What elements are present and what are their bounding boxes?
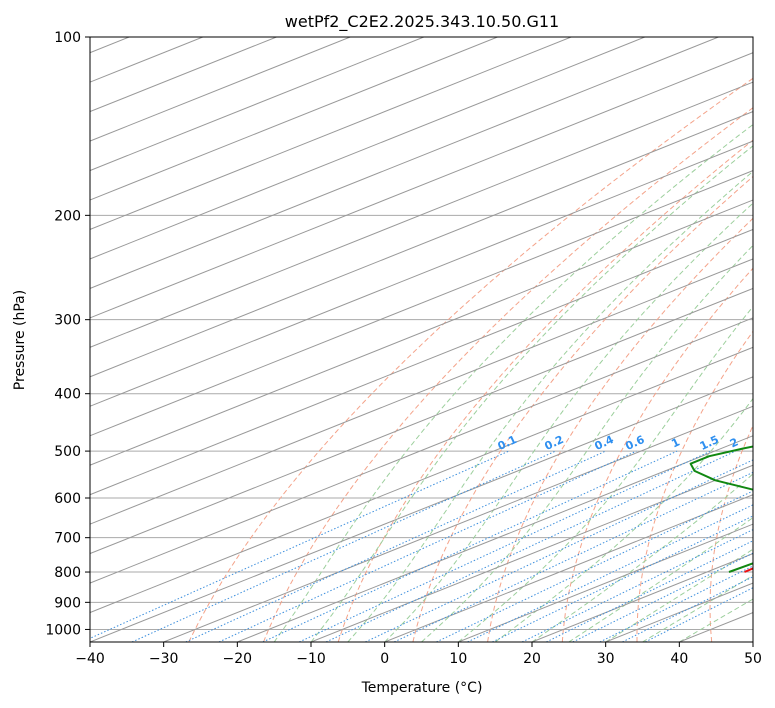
plot-area: 0.10.20.40.611.52346810131620253036-100-… [90,37,775,642]
y-tick-label: 100 [54,30,81,46]
isotherm-line [90,169,753,437]
isotherm-line [458,523,753,642]
isotherm-line [90,37,204,83]
y-tick-label: 500 [54,444,81,460]
mixing-ratio-line [393,471,753,642]
y-tick-label: 1000 [45,622,81,638]
dry-adiabat-line [636,330,753,642]
mixing-ratio-label: 0.1 [496,433,519,453]
isotherm-line [90,37,425,172]
mixing-ratio-line [521,529,753,642]
y-tick-label: 200 [54,208,81,224]
plot-frame [89,36,754,643]
mixing-ratio-line [546,540,753,642]
mixing-ratio-label: 0.2 [543,433,566,453]
mixing-ratio-label: 0.4 [593,433,616,453]
moist-adiabat-line [679,598,753,642]
isotherm-line [237,435,753,642]
dry-adiabat-line [487,217,753,642]
x-tick-label: −20 [223,651,253,667]
mixing-ratio-label: 3 [764,435,775,450]
x-tick-label: 40 [670,651,688,667]
dry-adiabat-line [412,175,753,642]
y-tick-label: 900 [54,595,81,611]
isotherm-line [90,37,498,201]
isotherm-line [90,258,753,525]
x-axis-label: Temperature (°C) [361,680,483,696]
dry-adiabat-line [337,139,753,642]
isotherm-line [310,464,753,642]
isotherm-line [90,228,753,496]
mixing-ratio-line [572,552,753,642]
x-tick-label: 50 [744,651,762,667]
isotherm-line [90,287,753,555]
dry-adiabat-line [561,267,753,642]
isotherm-line [90,37,572,231]
mixing-ratio-line [492,515,753,642]
y-tick-label: 300 [54,313,81,329]
x-tick-label: −40 [75,651,105,667]
mixing-ratio-label: 1 [669,435,681,450]
mixing-ratio-line [262,450,678,642]
axes: −40 −30 −20 −10 0 10 20 30 40 50 100 200 300 400 500 60… [45,30,762,667]
isotherm-line [90,37,719,289]
isotherm-line [90,376,753,642]
isotherm-line [384,494,753,642]
isotherm-line [90,199,753,466]
moist-adiabat-line [421,244,753,642]
mixing-ratio-line [90,450,510,639]
isotherm-line [90,81,753,348]
y-tick-label: 700 [54,531,81,547]
moist-adiabat-line [531,473,753,642]
mixing-ratio-line [365,459,753,642]
y-tick-label: 600 [54,491,81,507]
y-tick-label: 800 [54,565,81,581]
x-tick-label: −30 [149,651,179,667]
isotherm-line [90,37,646,260]
moist-adiabat-line [347,170,753,642]
isotherm-line [90,52,753,319]
isotherm-line [752,641,753,642]
dry-adiabat-line [263,107,753,642]
x-tick-label: −10 [296,651,326,667]
moist-adiabat-line [642,574,753,642]
x-tick-label: 0 [380,651,389,667]
chart-title: wetPf2_C2E2.2025.343.10.50.G11 [285,12,559,32]
isotherm-line [531,553,753,642]
isotherm-line [90,37,277,113]
mixing-ratio-line [599,565,753,642]
isotherm-label: 40 [755,598,775,618]
isotherm-line [90,317,753,584]
temperature-profile-line [744,567,753,573]
y-tick-label: 400 [54,387,81,403]
isotherm-line [90,111,753,378]
moist-adiabat-line [273,123,753,642]
mixing-ratio-line [131,450,556,642]
mixing-ratio-line [436,490,753,642]
isotherm-line [90,346,753,614]
moist-adiabat-line [605,548,753,642]
x-tick-label: 30 [597,651,615,667]
moist-adiabat-line [384,202,753,642]
isotherm-line [163,405,753,642]
moist-adiabat-line [568,516,753,642]
isotherm-line [90,140,753,407]
dry-adiabat-line [188,77,753,642]
mixing-ratio-line [298,450,712,642]
x-tick-label: 10 [449,651,467,667]
x-tick-label: 20 [523,651,541,667]
mixing-ratio-line [185,450,606,642]
mixing-ratio-line [218,450,637,642]
dry-adiabat-line [709,424,753,642]
y-axis-label: Pressure (hPa) [12,290,28,390]
moist-adiabat-line [457,305,753,642]
mixing-ratio-label: 2 [728,435,740,450]
isotherm-line [90,37,351,142]
